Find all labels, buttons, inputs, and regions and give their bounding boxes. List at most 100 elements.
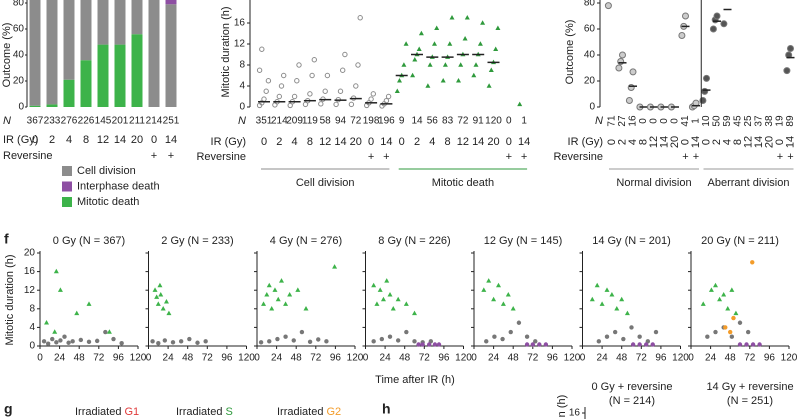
n-value: 119: [302, 116, 318, 127]
y-tick-label: 16: [24, 266, 36, 277]
point: [653, 329, 659, 335]
legend-label: Interphase death: [77, 180, 160, 192]
point: [70, 339, 75, 344]
n-value: 56: [427, 116, 439, 127]
x-tick-label: 120: [781, 353, 798, 364]
n-value: 25: [743, 115, 754, 127]
ir-value: 14: [784, 136, 796, 148]
x-tick-label: 96: [113, 353, 125, 364]
ir-value: 0: [774, 139, 786, 145]
ir-value: 4: [429, 136, 435, 148]
point: [609, 292, 615, 297]
point: [745, 329, 751, 335]
y-tick-label: 8: [239, 60, 245, 71]
reversine-value: +: [693, 151, 699, 163]
point: [480, 20, 486, 25]
bar-segment: [46, 104, 58, 107]
point: [456, 77, 461, 83]
panel-label: f: [4, 231, 9, 247]
point: [94, 338, 100, 344]
point: [750, 342, 756, 347]
label-text: Irradiated: [277, 406, 323, 418]
y-tick-label: 60: [584, 24, 596, 35]
ir-value: 0: [506, 136, 512, 148]
x-tick-label: 96: [764, 353, 776, 364]
x-tick-label: 120: [238, 353, 255, 364]
x-tick-label: 72: [310, 353, 322, 364]
point: [394, 88, 400, 93]
point: [324, 339, 329, 344]
x-tick-label: 120: [130, 353, 147, 364]
n-value: 10: [701, 115, 712, 127]
reversine-value: +: [777, 151, 783, 163]
point: [744, 342, 749, 347]
x-tick-label: 72: [636, 353, 648, 364]
point: [604, 334, 610, 339]
legend-label: Mitotic death: [77, 196, 139, 208]
point: [594, 282, 600, 288]
point: [436, 342, 442, 347]
point: [387, 292, 393, 297]
point: [275, 296, 281, 302]
x-tick-label: 96: [221, 353, 233, 364]
x-tick-label: 96: [330, 353, 342, 364]
n-value: 50: [712, 115, 723, 127]
point: [508, 329, 513, 335]
ir-value: 20: [669, 136, 681, 148]
point: [458, 62, 464, 67]
legend-swatch: [62, 197, 72, 207]
point: [447, 41, 453, 46]
y-axis-label: n (h): [556, 395, 568, 418]
ir-value: 14: [165, 134, 177, 146]
point: [729, 334, 735, 339]
bar-segment: [131, 34, 143, 108]
bar-segment: [131, 0, 143, 35]
point: [757, 342, 762, 347]
x-tick-label: 0: [688, 353, 694, 364]
point: [713, 12, 721, 20]
point: [295, 287, 301, 292]
group-label: Cell division: [296, 177, 355, 189]
point: [627, 84, 635, 91]
point: [272, 287, 278, 292]
reversine-value: +: [521, 151, 527, 163]
point: [678, 32, 686, 39]
point: [155, 301, 161, 306]
point: [53, 268, 59, 274]
point: [596, 339, 602, 344]
y-axis-label: Mitotic duration (h): [4, 254, 16, 345]
point: [481, 287, 487, 292]
point: [316, 337, 321, 342]
point: [530, 342, 535, 347]
point: [150, 339, 155, 344]
point: [403, 301, 409, 306]
point: [57, 287, 63, 292]
point: [432, 41, 437, 46]
phase-label: Irradiated G2: [277, 406, 341, 418]
point: [265, 78, 272, 84]
point: [291, 93, 298, 100]
reversine-value: +: [506, 151, 512, 163]
point: [157, 282, 163, 288]
point: [74, 310, 80, 316]
panel-title: 2 Gy (N = 233): [161, 235, 233, 247]
point: [750, 260, 755, 265]
y-tick-label: 40: [13, 50, 25, 61]
point: [713, 329, 718, 335]
n-value: 214: [146, 116, 163, 127]
y-tick-label: 0: [589, 102, 595, 113]
bar-segment: [97, 44, 109, 107]
point: [418, 30, 424, 36]
bar-segment: [114, 0, 126, 45]
point: [303, 306, 309, 311]
x-tick-label: 72: [527, 353, 539, 364]
ir-value: 2: [616, 139, 628, 145]
panel-title: 0 Gy (N = 367): [53, 235, 125, 247]
x-tick-label: 96: [547, 353, 559, 364]
n-value: 145: [95, 116, 112, 127]
bar-segment: [29, 0, 41, 106]
point: [524, 334, 530, 339]
point: [505, 292, 511, 297]
point: [612, 329, 618, 335]
point: [524, 342, 530, 347]
